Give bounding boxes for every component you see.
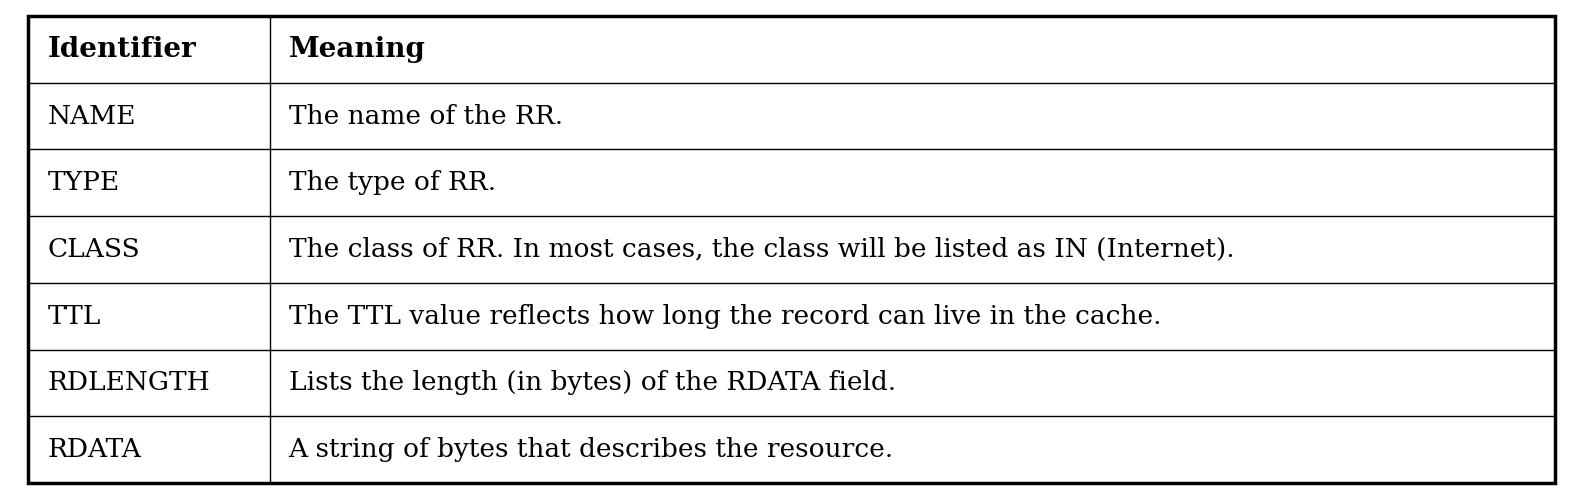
Text: The name of the RR.: The name of the RR.: [288, 104, 562, 129]
Text: TTL: TTL: [47, 304, 101, 329]
Text: RDATA: RDATA: [47, 437, 141, 462]
Text: RDLENGTH: RDLENGTH: [47, 370, 211, 395]
Text: The TTL value reflects how long the record can live in the cache.: The TTL value reflects how long the reco…: [288, 304, 1160, 329]
Text: CLASS: CLASS: [47, 237, 141, 262]
Text: NAME: NAME: [47, 104, 136, 129]
Text: Lists the length (in bytes) of the RDATA field.: Lists the length (in bytes) of the RDATA…: [288, 370, 896, 395]
Text: Meaning: Meaning: [288, 36, 426, 63]
Text: Identifier: Identifier: [47, 36, 196, 63]
Text: The class of RR. In most cases, the class will be listed as IN (Internet).: The class of RR. In most cases, the clas…: [288, 237, 1235, 262]
Text: A string of bytes that describes the resource.: A string of bytes that describes the res…: [288, 437, 894, 462]
Text: The type of RR.: The type of RR.: [288, 170, 495, 195]
Text: TYPE: TYPE: [47, 170, 120, 195]
